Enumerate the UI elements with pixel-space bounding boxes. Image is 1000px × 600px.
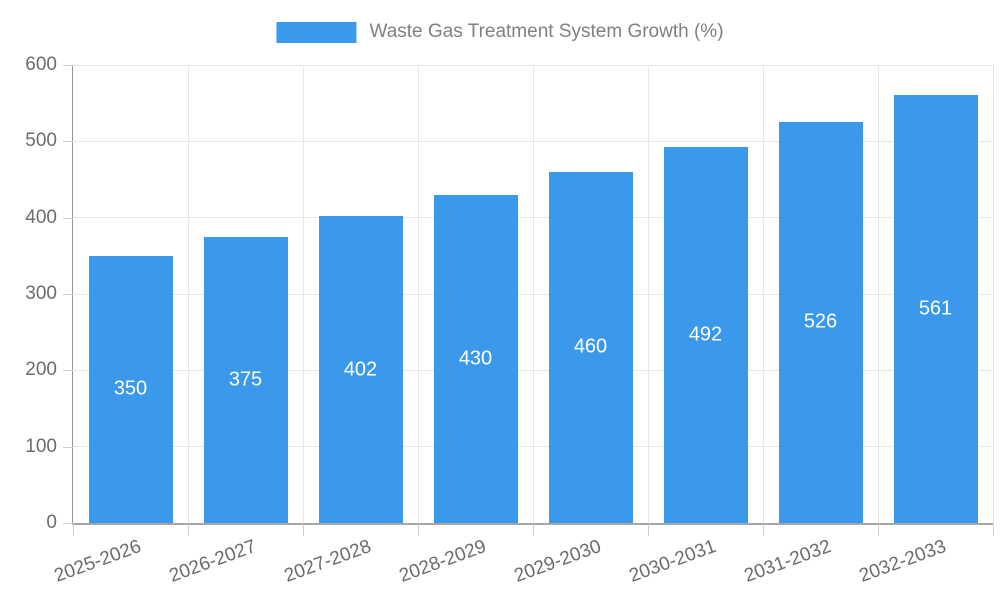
y-tick-label: 100 [25, 435, 57, 457]
bar[interactable]: 526 [778, 121, 863, 523]
x-tick-mark [877, 524, 879, 536]
x-tick-label: 2031-2032 [741, 536, 834, 587]
x-tick-label: 2028-2029 [396, 536, 489, 587]
y-tick-label: 0 [46, 512, 57, 533]
v-gridline [302, 65, 304, 523]
x-tick-mark [532, 524, 534, 536]
x-tick-mark [187, 524, 189, 536]
bar-value-label: 402 [343, 358, 378, 381]
x-tick-mark [762, 524, 764, 536]
bar-value-label: 375 [228, 368, 263, 391]
x-tick-mark [647, 524, 649, 536]
y-tick-mark [63, 217, 73, 219]
v-gridline [877, 65, 879, 523]
x-tick-label: 2032-2033 [856, 536, 949, 587]
bar[interactable]: 561 [893, 94, 978, 523]
x-tick-mark [992, 524, 994, 536]
legend-swatch [276, 21, 357, 43]
x-tick-mark [72, 524, 74, 536]
y-tick-label: 600 [25, 54, 57, 75]
bar[interactable]: 460 [548, 171, 633, 523]
x-tick-label: 2027-2028 [281, 536, 374, 587]
v-gridline [417, 65, 419, 523]
y-tick-label: 300 [25, 283, 57, 304]
v-gridline [762, 65, 764, 523]
plot-area: 350 375 402 430 460 492 526 561 [73, 64, 994, 523]
bar[interactable]: 402 [318, 216, 403, 523]
v-gridline [532, 65, 534, 523]
y-tick-mark [63, 370, 73, 372]
bar[interactable]: 430 [433, 194, 518, 523]
y-tick-label: 400 [25, 206, 57, 228]
bar-value-label: 350 [113, 377, 148, 400]
bar-value-label: 492 [688, 323, 723, 346]
x-tick-label: 2029-2030 [511, 536, 604, 587]
bar-value-label: 561 [918, 297, 953, 320]
bar-value-label: 430 [458, 347, 493, 370]
v-gridline [992, 65, 994, 523]
v-gridline [187, 65, 189, 523]
x-tick-label: 2030-2031 [626, 536, 719, 587]
x-tick-label: 2025-2026 [51, 536, 144, 587]
bar[interactable]: 350 [88, 255, 173, 523]
bar-value-label: 460 [573, 335, 608, 358]
x-tick-mark [302, 524, 304, 536]
bar[interactable]: 375 [203, 236, 288, 523]
y-tick-mark [63, 294, 73, 295]
bar[interactable]: 492 [663, 147, 748, 523]
y-tick-label: 500 [25, 130, 57, 152]
y-tick-mark [63, 141, 73, 143]
bar-value-label: 526 [803, 310, 838, 333]
y-tick-mark [63, 446, 73, 448]
y-tick-mark [63, 523, 73, 524]
x-tick-mark [417, 524, 419, 536]
legend-label: Waste Gas Treatment System Growth (%) [369, 21, 724, 42]
y-tick-mark [63, 65, 73, 66]
legend-item[interactable]: Waste Gas Treatment System Growth (%) [276, 21, 724, 43]
y-tick-label: 200 [25, 359, 57, 381]
v-gridline [647, 65, 649, 523]
x-tick-label: 2026-2027 [166, 536, 259, 587]
